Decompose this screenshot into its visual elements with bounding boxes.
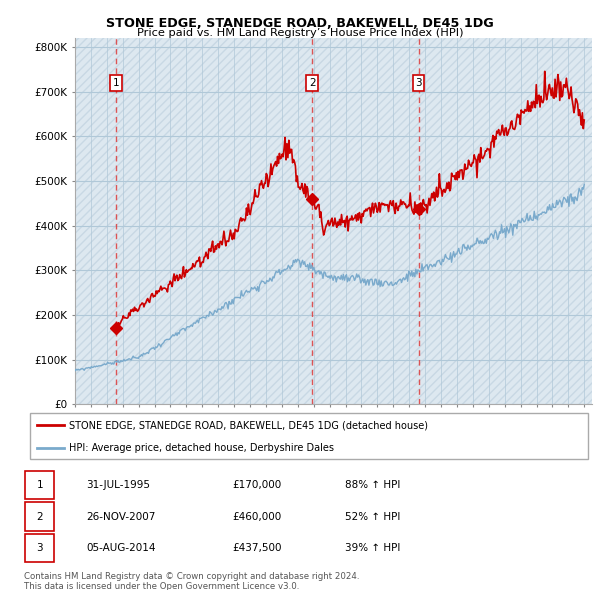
Text: 26-NOV-2007: 26-NOV-2007 [86, 512, 155, 522]
Text: £437,500: £437,500 [233, 543, 282, 553]
Text: 1: 1 [113, 78, 119, 88]
Text: 88% ↑ HPI: 88% ↑ HPI [346, 480, 401, 490]
Text: 2: 2 [37, 512, 43, 522]
Text: HPI: Average price, detached house, Derbyshire Dales: HPI: Average price, detached house, Derb… [70, 443, 334, 453]
Text: £460,000: £460,000 [233, 512, 282, 522]
Text: STONE EDGE, STANEDGE ROAD, BAKEWELL, DE45 1DG (detached house): STONE EDGE, STANEDGE ROAD, BAKEWELL, DE4… [70, 420, 428, 430]
Text: 05-AUG-2014: 05-AUG-2014 [86, 543, 155, 553]
FancyBboxPatch shape [25, 534, 55, 562]
Text: 3: 3 [415, 78, 422, 88]
Text: 3: 3 [37, 543, 43, 553]
Text: 52% ↑ HPI: 52% ↑ HPI [346, 512, 401, 522]
FancyBboxPatch shape [25, 502, 55, 531]
Text: 39% ↑ HPI: 39% ↑ HPI [346, 543, 401, 553]
Text: Contains HM Land Registry data © Crown copyright and database right 2024.: Contains HM Land Registry data © Crown c… [24, 572, 359, 581]
Text: £170,000: £170,000 [233, 480, 282, 490]
Text: 1: 1 [37, 480, 43, 490]
Text: 2: 2 [309, 78, 316, 88]
FancyBboxPatch shape [30, 413, 588, 459]
Text: Price paid vs. HM Land Registry’s House Price Index (HPI): Price paid vs. HM Land Registry’s House … [137, 28, 463, 38]
Text: STONE EDGE, STANEDGE ROAD, BAKEWELL, DE45 1DG: STONE EDGE, STANEDGE ROAD, BAKEWELL, DE4… [106, 17, 494, 30]
FancyBboxPatch shape [25, 471, 55, 499]
Text: 31-JUL-1995: 31-JUL-1995 [86, 480, 150, 490]
Text: This data is licensed under the Open Government Licence v3.0.: This data is licensed under the Open Gov… [24, 582, 299, 590]
